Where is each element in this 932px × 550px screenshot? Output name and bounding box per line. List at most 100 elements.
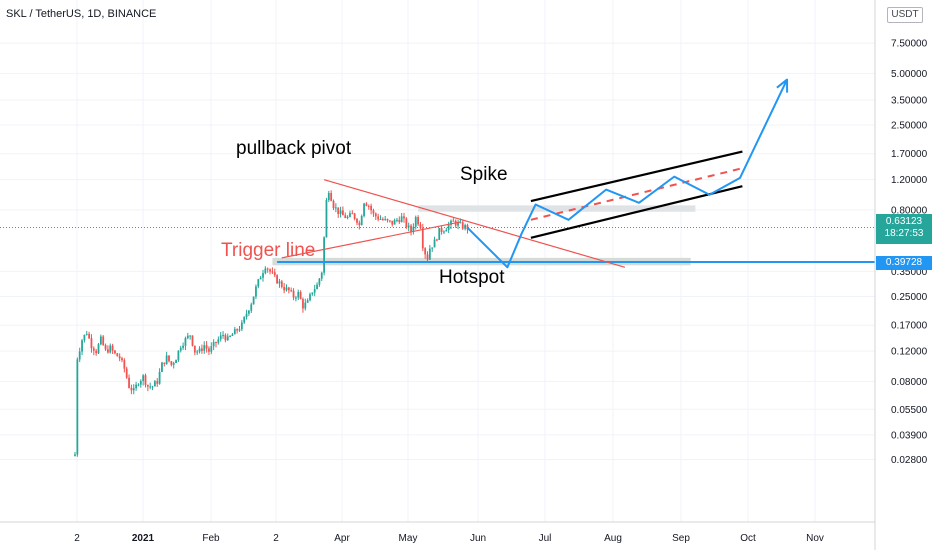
candle-body (266, 268, 269, 270)
y-tick-label: 1.70000 (891, 149, 928, 160)
candle-body (431, 247, 434, 249)
spike-label: Spike (460, 164, 508, 185)
candle-body (346, 216, 349, 218)
candle-body (161, 362, 163, 372)
x-tick-label: 2021 (132, 533, 155, 544)
candle-body (269, 269, 271, 272)
candle-body (421, 228, 424, 249)
candle-body (95, 350, 98, 354)
candle-body (81, 340, 83, 352)
candle-body (353, 213, 356, 219)
candle-body (102, 336, 105, 346)
candle-body (381, 219, 384, 221)
candle-body (344, 215, 347, 218)
candle-body (417, 217, 419, 225)
countdown-timer: 18:27:53 (884, 228, 924, 239)
candle-body (132, 388, 135, 391)
candle-body (123, 360, 126, 369)
candle-body (114, 350, 116, 354)
candle-body (311, 292, 314, 295)
candle-body (384, 219, 387, 221)
candle-body (403, 216, 405, 219)
candle-body (377, 216, 380, 220)
candle-body (280, 281, 283, 288)
candle-body (405, 218, 408, 228)
candle-body (325, 200, 328, 238)
candle-body (295, 297, 297, 299)
candle-body (464, 225, 466, 229)
candle-body (121, 358, 123, 361)
y-tick-label: 0.17000 (891, 321, 928, 332)
x-tick-label: 2 (273, 533, 279, 544)
candle-body (259, 277, 262, 280)
candle-body (224, 334, 227, 341)
y-tick-label: 2.50000 (891, 120, 928, 131)
candle-body (210, 346, 213, 352)
candle-body (419, 224, 422, 229)
candle-body (372, 210, 375, 214)
candle-body (283, 287, 286, 291)
candle-body (130, 387, 133, 391)
y-tick-label: 0.02800 (891, 455, 928, 466)
channel-lower-line (530, 185, 743, 239)
candle-body (104, 345, 107, 350)
candle-body (337, 207, 340, 215)
candle-body (334, 207, 337, 209)
candle-body (156, 381, 159, 384)
candle-body (203, 345, 206, 351)
candle-body (466, 225, 469, 230)
candle-body (309, 294, 311, 301)
candle-body (231, 334, 234, 336)
candle-body (139, 381, 142, 385)
candle-body (154, 381, 156, 387)
x-tick-label: Aug (604, 533, 622, 544)
candle-body (351, 213, 354, 215)
candle-body (339, 210, 342, 215)
candle-body (414, 217, 417, 227)
candle-body (370, 205, 372, 211)
candle-body (208, 348, 210, 352)
candle-body (393, 219, 396, 225)
x-tick-label: 2 (74, 533, 80, 544)
candle-body (158, 371, 161, 384)
candle-body (238, 329, 241, 331)
trigger-line-label: Trigger line (221, 240, 315, 261)
x-tick-label: Sep (672, 533, 690, 544)
candle-body (304, 302, 307, 309)
candle-body (226, 336, 229, 341)
candle-body (252, 296, 255, 305)
candle-body (151, 386, 154, 388)
candle-body (365, 203, 368, 206)
candle-body (349, 213, 351, 217)
candle-body (428, 248, 431, 260)
candle-body (412, 226, 415, 232)
candle-body (332, 200, 335, 209)
candle-body (438, 228, 441, 240)
candle-body (255, 286, 257, 297)
candle-body (233, 329, 236, 335)
candle-body (229, 335, 231, 337)
candle-body (285, 287, 288, 291)
candle-body (215, 341, 217, 343)
candle-body (440, 228, 443, 232)
candle-body (78, 351, 81, 360)
x-tick-label: Jun (470, 533, 486, 544)
currency-badge[interactable]: USDT (887, 7, 923, 23)
candle-body (125, 368, 128, 378)
candle-body (142, 375, 145, 382)
candle-body (398, 219, 401, 223)
candle-body (205, 345, 208, 349)
candle-body (135, 384, 137, 389)
candle-body (165, 355, 168, 365)
candle-body (111, 345, 114, 351)
candle-body (236, 329, 239, 331)
projection-path (466, 79, 788, 269)
candle-body (330, 193, 333, 201)
current-price-label: 0.63123 18:27:53 (876, 214, 932, 244)
candle-body (250, 304, 253, 311)
candle-body (170, 361, 173, 365)
y-tick-label: 0.05500 (891, 405, 928, 416)
candle-body (179, 347, 182, 351)
